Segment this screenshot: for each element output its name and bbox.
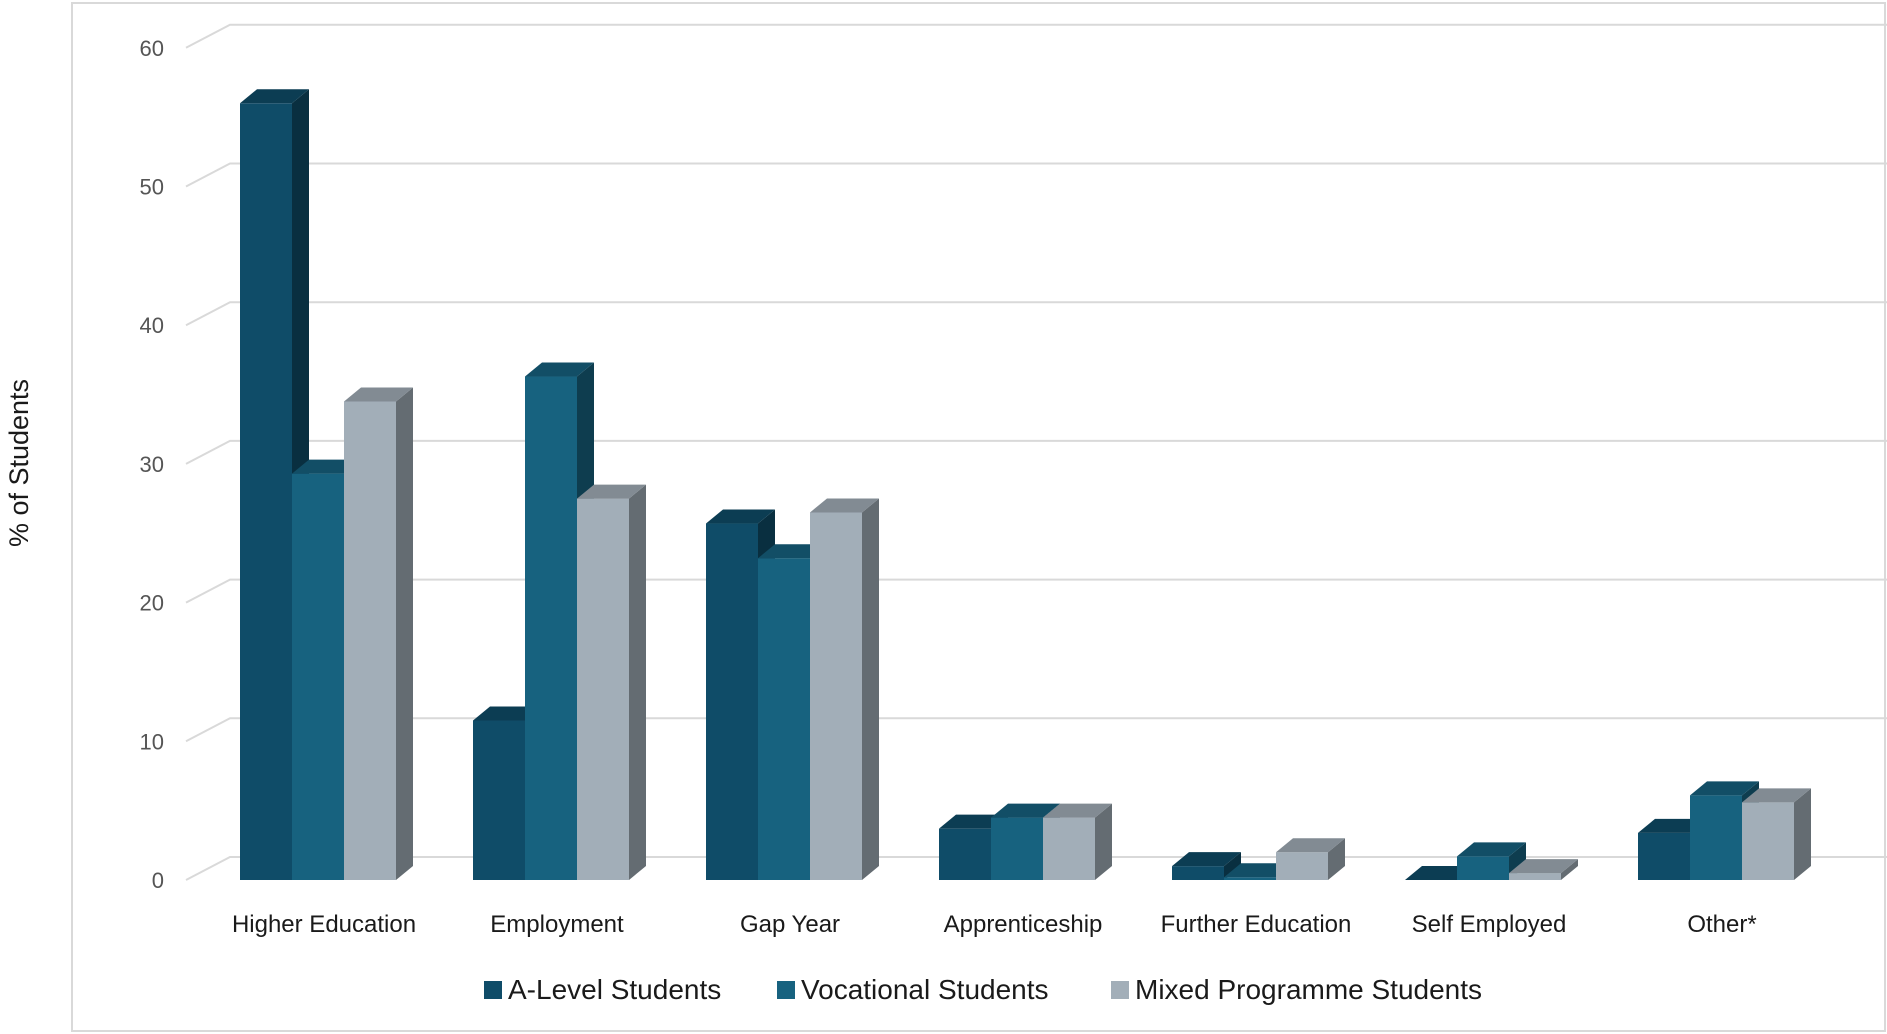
bar [810, 498, 879, 880]
bar [1742, 788, 1811, 880]
bar-front-face [525, 376, 577, 880]
bar-front-face [758, 558, 810, 880]
legend-label: Mixed Programme Students [1135, 974, 1482, 1005]
bar-side-face [629, 484, 646, 880]
bar-front-face [1742, 802, 1794, 880]
bar-top-face [758, 544, 827, 559]
y-tick-label: 50 [140, 175, 164, 200]
bar [344, 387, 413, 880]
bar-top-face [1043, 803, 1112, 818]
bar-side-face [1561, 859, 1578, 880]
bar [1172, 852, 1241, 880]
legend-label: A-Level Students [508, 974, 721, 1005]
legend-item: Vocational Students [777, 974, 1049, 1005]
bar-front-face [1638, 832, 1690, 880]
bar-front-face [577, 498, 629, 880]
bar-top-face [706, 509, 775, 524]
x-category-label: Apprenticeship [944, 911, 1103, 938]
legend-label: Vocational Students [801, 974, 1049, 1005]
x-category-label: Other* [1687, 911, 1756, 938]
bar-top-face [1509, 859, 1578, 874]
gridline [185, 717, 1887, 743]
x-category-label: Self Employed [1412, 911, 1567, 938]
bar-side-face [1224, 852, 1241, 880]
legend-swatch [484, 981, 502, 999]
bar-top-face [525, 362, 594, 377]
bar-top-face [1742, 788, 1811, 803]
bar [240, 89, 309, 880]
bar-top-face [1457, 842, 1526, 857]
bar [1457, 842, 1526, 880]
bar-top-face [1405, 866, 1474, 880]
bar-front-face [344, 401, 396, 880]
y-axis-ticks: 0 10 20 30 40 50 60 [140, 36, 164, 893]
bar-front-face [1172, 866, 1224, 880]
bar-top-face [810, 498, 879, 513]
bar-top-face [1172, 852, 1241, 867]
legend-swatch [1111, 981, 1129, 999]
bar-side-face [1794, 788, 1811, 880]
bar [1276, 838, 1345, 880]
legend-swatch [777, 981, 795, 999]
gridline [185, 23, 1887, 49]
y-tick-label: 10 [140, 729, 164, 754]
x-category-label: Gap Year [740, 911, 840, 938]
x-category-label: Further Education [1161, 911, 1352, 938]
bar-top-face [1638, 818, 1707, 833]
bar-side-face [1328, 838, 1345, 880]
bar-front-face [810, 512, 862, 880]
bars [240, 89, 1811, 880]
bar [1509, 859, 1578, 880]
bar-top-face [473, 706, 542, 721]
bar-side-face [1095, 803, 1112, 880]
bar-top-face [1276, 838, 1345, 853]
bar-top-face [577, 484, 646, 499]
x-category-label: Employment [490, 911, 624, 938]
bar-front-face [473, 720, 525, 880]
y-tick-label: 20 [140, 591, 164, 616]
bar-top-face [939, 814, 1008, 829]
bar-top-face [1690, 781, 1759, 796]
y-tick-label: 60 [140, 36, 164, 61]
gridline [185, 439, 1887, 465]
gridline [185, 301, 1887, 327]
bar-top-face [344, 387, 413, 402]
bar-front-face [1690, 795, 1742, 880]
bar-top-face [1224, 863, 1293, 878]
legend-item: Mixed Programme Students [1111, 974, 1482, 1005]
bar-top-face [991, 803, 1060, 818]
bar-front-face [706, 523, 758, 880]
y-axis-title: % of Students [4, 379, 34, 547]
y-tick-label: 40 [140, 313, 164, 338]
gridline [185, 578, 1887, 604]
legend: A-Level Students Vocational Students Mixed… [484, 974, 1482, 1005]
bar-front-face [939, 828, 991, 880]
bar-top-face [240, 89, 309, 104]
x-category-label: Higher Education [232, 911, 416, 938]
bar [1405, 866, 1474, 880]
bar-front-face [1457, 856, 1509, 880]
legend-item: A-Level Students [484, 974, 721, 1005]
bar-side-face [396, 387, 413, 880]
bar [577, 484, 646, 880]
bar-front-face [1509, 873, 1561, 880]
bar-top-face [292, 459, 361, 474]
bar-front-face [1276, 852, 1328, 880]
bar-front-face [991, 817, 1043, 880]
bar-front-face [1043, 817, 1095, 880]
bar-side-face [862, 498, 879, 880]
bar-front-face [1224, 877, 1276, 880]
bar [1043, 803, 1112, 880]
y-tick-label: 0 [152, 868, 164, 893]
gridline [185, 162, 1887, 188]
x-axis-categories: Higher Education Employment Gap Year Appren… [232, 911, 1757, 938]
bar-front-face [292, 473, 344, 880]
y-tick-label: 30 [140, 452, 164, 477]
bar-front-face [240, 103, 292, 880]
